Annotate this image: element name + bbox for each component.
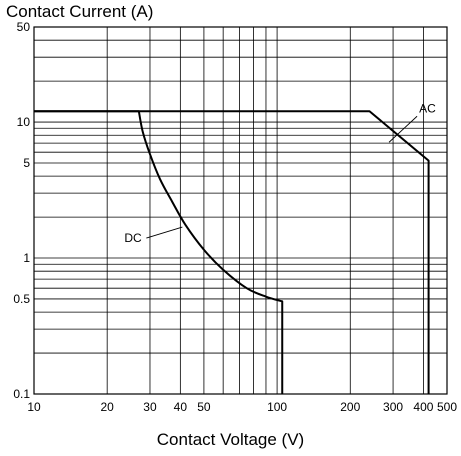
x-tick-label: 50: [197, 400, 211, 414]
chart-title: Contact Current (A): [6, 2, 154, 21]
y-tick-label: 10: [17, 115, 31, 129]
annotations: AC DC: [124, 101, 436, 245]
y-tick-label: 5: [23, 156, 30, 170]
dc-leader-line: [146, 226, 183, 239]
x-tick-label: 300: [383, 400, 403, 414]
series-line-dc: [34, 110, 284, 394]
x-axis-ticks: 10 20 30 40 50 100 200 300 400 500: [27, 400, 457, 414]
ac-label: AC: [419, 101, 436, 115]
x-tick-label: 500: [437, 400, 457, 414]
dc-label: DC: [124, 231, 142, 245]
x-tick-label: 40: [174, 400, 188, 414]
plot-border: [33, 26, 448, 395]
x-tick-label: 200: [340, 400, 360, 414]
y-tick-label: 0.5: [13, 292, 30, 306]
x-tick-label: 20: [101, 400, 115, 414]
x-tick-label: 10: [27, 400, 41, 414]
ac-leader-line: [388, 115, 418, 143]
x-tick-label: 30: [143, 400, 157, 414]
x-tick-label: 100: [267, 400, 287, 414]
series-line-ac: [34, 110, 430, 394]
y-tick-label: 50: [17, 20, 31, 34]
x-tick-label: 400: [413, 400, 433, 414]
x-axis-label: Contact Voltage (V): [156, 430, 305, 449]
y-tick-label: 1: [23, 251, 30, 265]
y-tick-label: 0.1: [13, 387, 30, 401]
plot-frame: [33, 26, 448, 395]
y-axis-ticks: 0.1 0.5 1 5 10 50: [13, 20, 30, 401]
series-layer: [34, 110, 430, 394]
grid: [33, 26, 448, 395]
chart-canvas: 10 20 30 40 50 100 200 300 400 500 0.1 0.5 1 5 10 50 A…: [13, 20, 457, 414]
